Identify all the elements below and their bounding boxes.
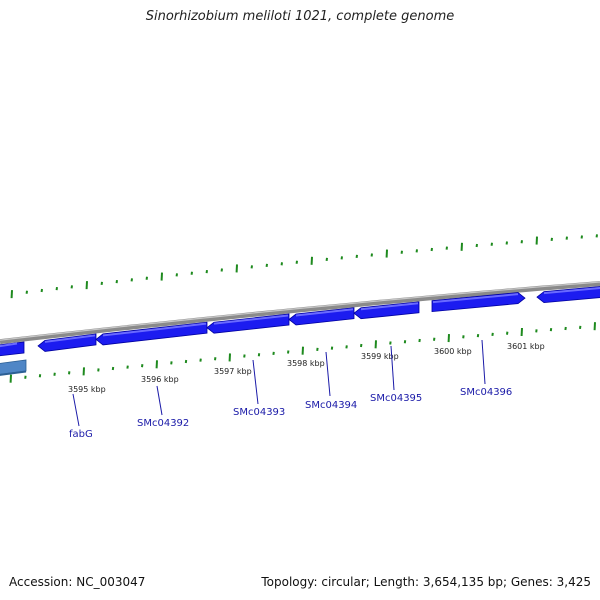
gene-highlight bbox=[295, 308, 354, 317]
gene-body[interactable] bbox=[353, 301, 420, 320]
gene-callout[interactable]: SMc04392 bbox=[137, 385, 189, 429]
selected-gene-edge bbox=[0, 370, 27, 376]
gene-name-label[interactable]: SMc04394 bbox=[305, 400, 357, 411]
gene-highlight bbox=[0, 342, 18, 348]
gene-leader-line bbox=[156, 385, 163, 416]
gene-callout[interactable]: SMc04396 bbox=[460, 339, 512, 398]
gene-leader-line bbox=[252, 359, 259, 405]
gene-body[interactable] bbox=[431, 292, 526, 313]
gene-arrow[interactable] bbox=[0, 341, 25, 357]
gene-leader-line bbox=[390, 345, 395, 391]
gene-name-label[interactable]: SMc04396 bbox=[460, 387, 512, 398]
gene-callout[interactable]: SMc04394 bbox=[305, 351, 357, 411]
gene-body[interactable] bbox=[536, 286, 600, 304]
map-title: Sinorhizobium meliloti 1021, complete ge… bbox=[145, 9, 455, 24]
kbp-tick-label: 3597 kbp bbox=[214, 367, 252, 376]
gene-leader-line bbox=[325, 351, 331, 397]
gene-highlight bbox=[432, 293, 519, 304]
kbp-tick-label: 3595 kbp bbox=[68, 385, 106, 394]
gene-leader-line bbox=[72, 393, 80, 427]
gene-leader-line bbox=[481, 339, 486, 385]
gene-name-label[interactable]: SMc04393 bbox=[233, 407, 285, 418]
gene-label-callouts[interactable]: fabG SMc04392 SMc04393 SMc04394 SMc04395 SMc0… bbox=[69, 339, 512, 440]
selected-gene-fabG[interactable] bbox=[0, 359, 27, 376]
gene-name-label[interactable]: SMc04395 bbox=[370, 393, 422, 404]
gene-arrow[interactable] bbox=[536, 286, 600, 304]
gene-arrow[interactable] bbox=[431, 292, 526, 313]
kbp-scale-labels: 3595 kbp 3596 kbp 3597 kbp 3598 kbp 3599 kbp… bbox=[68, 342, 545, 394]
genome-backbone bbox=[0, 281, 600, 345]
kbp-tick-label: 3601 kbp bbox=[507, 342, 545, 351]
gene-highlight bbox=[543, 286, 600, 295]
inner-tick-row bbox=[9, 322, 596, 383]
kbp-tick-label: 3599 kbp bbox=[361, 352, 399, 361]
gene-track[interactable] bbox=[0, 286, 600, 376]
selected-gene-body[interactable] bbox=[0, 359, 27, 375]
backbone-line bbox=[0, 281, 600, 345]
gene-highlight bbox=[102, 322, 207, 337]
gene-highlight bbox=[213, 314, 289, 325]
kbp-tick-label: 3600 kbp bbox=[434, 347, 472, 356]
gene-name-label[interactable]: fabG bbox=[69, 429, 93, 440]
gene-name-label[interactable]: SMc04392 bbox=[137, 418, 189, 429]
gene-highlight bbox=[360, 302, 419, 311]
gene-arrow[interactable] bbox=[353, 301, 420, 320]
kbp-tick-label: 3598 kbp bbox=[287, 359, 325, 368]
gene-callout[interactable]: fabG bbox=[69, 393, 93, 440]
accession-text: Accession: NC_003047 bbox=[9, 575, 146, 589]
outer-tick-row bbox=[10, 234, 598, 299]
backbone-highlight bbox=[0, 281, 600, 341]
gene-highlight bbox=[44, 334, 96, 343]
kbp-tick-label: 3596 kbp bbox=[141, 375, 179, 384]
gene-callout[interactable]: SMc04393 bbox=[233, 359, 285, 418]
genome-summary-text: Topology: circular; Length: 3,654,135 bp… bbox=[261, 575, 591, 589]
gene-callout[interactable]: SMc04395 bbox=[370, 345, 422, 404]
